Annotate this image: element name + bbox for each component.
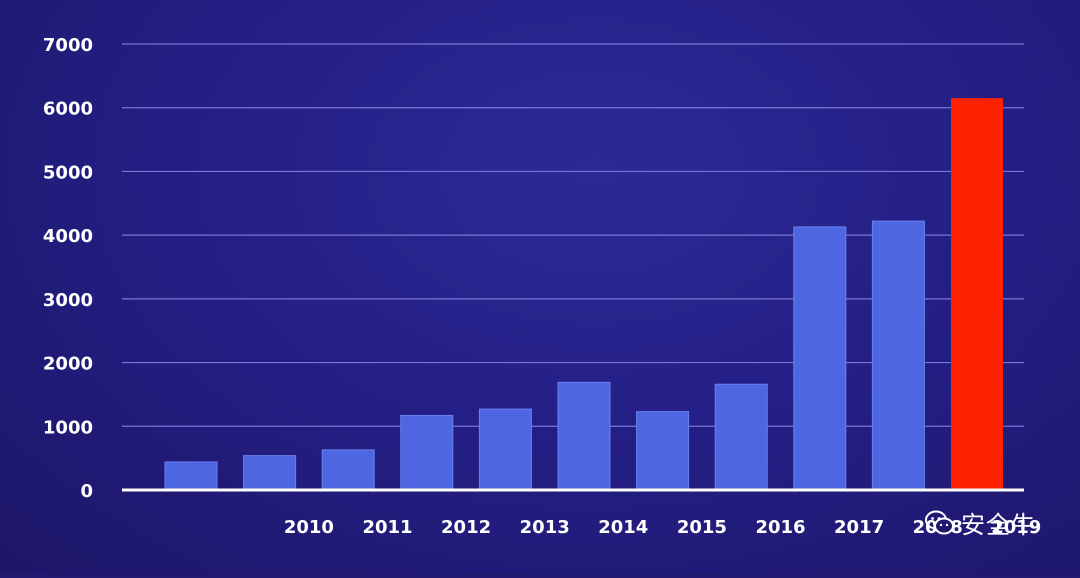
- x-tick-label: 2015: [677, 517, 727, 538]
- x-axis-ticks: 2010201120122013201420152016201720182019: [284, 517, 1042, 538]
- bar-2012: [400, 414, 454, 491]
- x-tick-label: 2011: [362, 517, 412, 538]
- y-tick-label: 3000: [43, 290, 93, 311]
- bar-unlabeled: [164, 461, 218, 491]
- x-tick-label: 2010: [284, 517, 334, 538]
- bars: [164, 98, 1003, 491]
- x-tick-label: 2013: [520, 517, 570, 538]
- bar-2014: [557, 381, 611, 491]
- y-tick-label: 4000: [43, 226, 93, 247]
- bar-2011: [321, 449, 375, 491]
- y-tick-label: 6000: [43, 99, 93, 120]
- wechat-icon: [925, 510, 954, 534]
- bar-2017: [793, 226, 847, 491]
- y-tick-label: 7000: [43, 35, 93, 56]
- y-tick-label: 5000: [43, 162, 93, 183]
- bar-2013: [478, 408, 532, 491]
- bar-2018: [871, 220, 925, 491]
- x-tick-label: 2014: [598, 517, 648, 538]
- bar-2010: [243, 455, 297, 491]
- y-axis-ticks: 0 1000 2000 3000 4000 5000 6000 7000: [43, 35, 93, 502]
- x-tick-label: 2019: [991, 517, 1041, 538]
- y-tick-label: 2000: [43, 354, 93, 375]
- x-tick-label: 2016: [755, 517, 805, 538]
- y-tick-label: 0: [80, 481, 93, 502]
- bar-2016: [714, 383, 768, 491]
- bar-2015: [636, 411, 690, 491]
- watermark-text: 安全牛: [961, 511, 1036, 539]
- watermark: 安全牛: [925, 505, 1036, 540]
- x-tick-label: 2012: [441, 517, 491, 538]
- x-tick-label: 2017: [834, 517, 884, 538]
- y-tick-label: 1000: [43, 417, 93, 438]
- bar-2019: [951, 98, 1003, 491]
- gridlines: [122, 43, 1024, 427]
